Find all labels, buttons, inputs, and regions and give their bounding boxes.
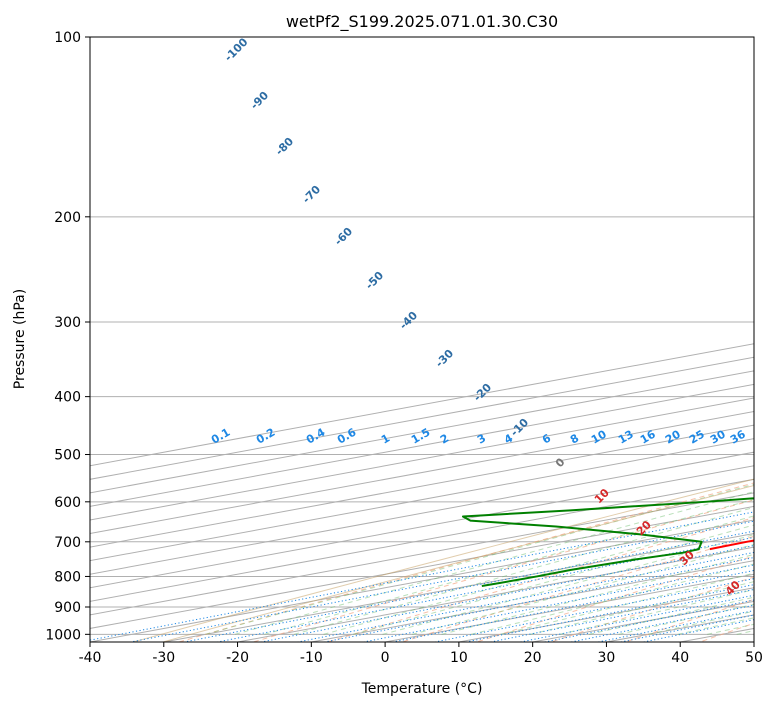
mixing-ratio-line (214, 536, 754, 642)
x-axis-label: Temperature (°C) (361, 681, 483, 697)
mixing-ratio-line (488, 588, 754, 642)
moist-adiabat-line (264, 498, 754, 635)
x-tick-label: 40 (671, 650, 689, 666)
background-lines (90, 37, 775, 647)
moist-adiabat-line (205, 483, 754, 635)
dewpoint-profile (461, 497, 754, 587)
isotherm-line (90, 451, 754, 575)
x-tick-label: -20 (226, 650, 249, 666)
plot-area (90, 37, 754, 642)
x-tick-label: -30 (152, 650, 175, 666)
mixing-ratio-line (295, 551, 754, 642)
x-tick-label: 50 (745, 650, 763, 666)
dry-adiabat-line (400, 535, 754, 642)
isotherm-line (90, 478, 754, 602)
mixing-ratio-line (542, 599, 754, 642)
mixing-ratio-line (258, 545, 754, 642)
isotherm-line (753, 641, 754, 642)
isotherm-line (90, 505, 754, 629)
moist-adiabat-line (323, 515, 754, 635)
isotherm-line (90, 465, 754, 589)
axis-ticks: -40 -30 -20 -10 0 10 20 30 40 50 100 200 300 400 500 60… (45, 30, 763, 666)
y-tick-label: 500 (54, 448, 81, 464)
isotherm-line (90, 492, 754, 616)
mixing-ratio-line (128, 520, 754, 642)
moist-adiabat-line (470, 563, 754, 635)
moist-adiabat-line (530, 581, 754, 635)
y-tick-label: 400 (54, 390, 81, 406)
x-tick-label: 20 (524, 650, 542, 666)
x-tick-label: 10 (450, 650, 468, 666)
y-tick-label: 600 (54, 495, 81, 511)
y-tick-label: 900 (54, 600, 81, 616)
mixing-ratio-line (517, 594, 754, 642)
y-tick-label: 700 (54, 535, 81, 551)
x-tick-label: -10 (300, 650, 323, 666)
x-tick-label: 0 (381, 650, 390, 666)
moist-adiabat-line (293, 506, 754, 635)
y-tick-label: 300 (54, 315, 81, 331)
reference-curve-line (160, 485, 754, 642)
dry-adiabat-line (760, 37, 775, 647)
plot-frame (89, 36, 755, 643)
moist-adiabat-line (234, 491, 754, 635)
x-tick-label: 30 (598, 650, 616, 666)
chart-title: wetPf2_S199.2025.071.01.30.C30 (286, 12, 558, 32)
y-tick-label: 200 (54, 210, 81, 226)
moist-adiabat-line (559, 589, 754, 635)
reference-curve-line (131, 478, 754, 642)
y-axis-label: Pressure (hPa) (12, 289, 28, 389)
y-tick-label: 800 (54, 569, 81, 585)
y-tick-label: 100 (54, 30, 81, 46)
x-tick-label: -40 (79, 650, 102, 666)
isotherm-line (90, 519, 754, 642)
profile-lines (461, 497, 754, 587)
isotherm-line (90, 424, 754, 548)
isotherm-line (163, 533, 754, 642)
isotherm-line (90, 438, 754, 562)
y-tick-label: 1000 (45, 627, 81, 643)
